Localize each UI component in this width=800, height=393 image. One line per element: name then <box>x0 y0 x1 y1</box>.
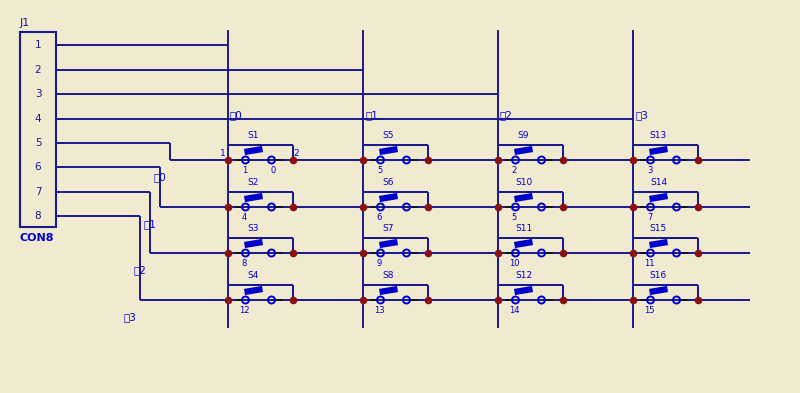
Text: 列2: 列2 <box>500 110 513 120</box>
Text: 8: 8 <box>34 211 42 221</box>
Text: S4: S4 <box>248 271 259 280</box>
Text: 10: 10 <box>510 259 520 268</box>
Text: 13: 13 <box>374 306 385 315</box>
Text: S11: S11 <box>515 224 532 233</box>
Text: 列1: 列1 <box>365 110 378 120</box>
Text: 4: 4 <box>242 213 247 222</box>
Text: 2: 2 <box>512 166 517 175</box>
Text: 15: 15 <box>644 306 654 315</box>
Text: 列0: 列0 <box>230 110 242 120</box>
Text: 3: 3 <box>647 166 652 175</box>
Text: 2: 2 <box>34 65 42 75</box>
Text: S16: S16 <box>650 271 667 280</box>
Text: 列3: 列3 <box>635 110 648 120</box>
Text: S8: S8 <box>382 271 394 280</box>
Text: S10: S10 <box>515 178 532 187</box>
Text: 9: 9 <box>377 259 382 268</box>
Text: S2: S2 <box>248 178 259 187</box>
Text: S13: S13 <box>650 131 667 140</box>
Text: S14: S14 <box>650 178 667 187</box>
Text: 1: 1 <box>242 166 247 175</box>
Text: 6: 6 <box>34 162 42 172</box>
Text: 14: 14 <box>510 306 520 315</box>
Text: 6: 6 <box>377 213 382 222</box>
Text: 3: 3 <box>34 89 42 99</box>
FancyBboxPatch shape <box>20 32 56 227</box>
Text: S1: S1 <box>248 131 259 140</box>
Text: 行3: 行3 <box>123 312 136 322</box>
Text: 行2: 行2 <box>133 265 146 275</box>
Text: 7: 7 <box>647 213 652 222</box>
Text: S12: S12 <box>515 271 532 280</box>
Text: S15: S15 <box>650 224 667 233</box>
Text: S3: S3 <box>248 224 259 233</box>
Text: 0: 0 <box>271 166 276 175</box>
Text: S7: S7 <box>382 224 394 233</box>
Text: 8: 8 <box>242 259 247 268</box>
Text: J1: J1 <box>20 18 30 28</box>
Text: 5: 5 <box>377 166 382 175</box>
Text: 12: 12 <box>239 306 250 315</box>
Text: 行1: 行1 <box>143 219 156 229</box>
Text: 行0: 行0 <box>154 172 166 182</box>
Text: S9: S9 <box>518 131 530 140</box>
Text: 11: 11 <box>644 259 654 268</box>
Text: S5: S5 <box>382 131 394 140</box>
Text: S6: S6 <box>382 178 394 187</box>
Text: 1: 1 <box>34 40 42 50</box>
Text: CON8: CON8 <box>20 233 54 243</box>
Text: 7: 7 <box>34 187 42 196</box>
Text: 2: 2 <box>293 149 298 158</box>
Text: 5: 5 <box>34 138 42 148</box>
Text: 1: 1 <box>220 149 226 158</box>
Text: 4: 4 <box>34 114 42 123</box>
Text: 5: 5 <box>512 213 517 222</box>
